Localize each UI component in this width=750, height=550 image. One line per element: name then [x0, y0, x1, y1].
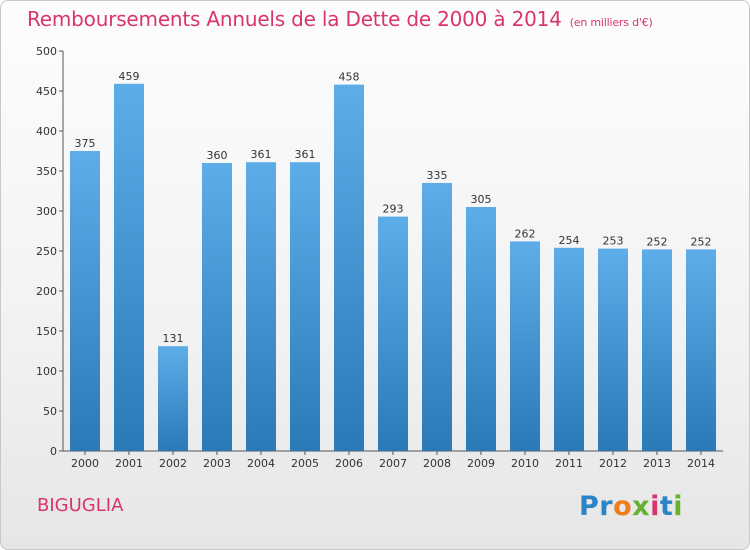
bar-value-label: 361 — [251, 148, 272, 161]
bar — [246, 162, 276, 451]
x-tick-label: 2006 — [335, 457, 363, 470]
bar-value-label: 459 — [119, 70, 140, 83]
bar-value-label: 375 — [75, 137, 96, 150]
y-tick-label: 400 — [36, 125, 57, 138]
x-tick-label: 2003 — [203, 457, 231, 470]
y-tick-label: 450 — [36, 85, 57, 98]
y-tick-label: 150 — [36, 325, 57, 338]
x-tick-label: 2010 — [511, 457, 539, 470]
bar — [334, 84, 364, 451]
bar — [686, 249, 716, 451]
bar-value-label: 254 — [559, 234, 580, 247]
y-tick-label: 500 — [36, 45, 57, 58]
bar-value-label: 360 — [207, 149, 228, 162]
bar — [554, 247, 584, 451]
x-tick-label: 2000 — [71, 457, 99, 470]
x-tick-label: 2013 — [643, 457, 671, 470]
bar — [642, 249, 672, 451]
y-tick-label: 350 — [36, 165, 57, 178]
bar — [290, 162, 320, 451]
x-tick-label: 2004 — [247, 457, 275, 470]
x-tick-label: 2007 — [379, 457, 407, 470]
bar — [598, 248, 628, 451]
bar — [510, 241, 540, 451]
bar — [158, 346, 188, 451]
bar — [202, 163, 232, 451]
x-tick-label: 2002 — [159, 457, 187, 470]
y-tick-label: 200 — [36, 285, 57, 298]
bar-value-label: 335 — [427, 169, 448, 182]
y-tick-label: 50 — [43, 405, 57, 418]
bar-value-label: 252 — [691, 235, 712, 248]
bar-value-label: 293 — [383, 203, 404, 216]
chart-title-text: Remboursements Annuels de la Dette de 20… — [27, 7, 562, 31]
x-tick-label: 2012 — [599, 457, 627, 470]
bar-value-label: 458 — [339, 71, 360, 84]
x-tick-label: 2001 — [115, 457, 143, 470]
bar — [114, 83, 144, 452]
bar — [422, 183, 452, 451]
chart-unit: (en milliers d'€) — [569, 16, 653, 29]
bar-value-label: 253 — [603, 235, 624, 248]
bar-value-label: 262 — [515, 227, 536, 240]
x-tick-label: 2005 — [291, 457, 319, 470]
bar-value-label: 361 — [295, 148, 316, 161]
x-tick-label: 2009 — [467, 457, 495, 470]
bar — [70, 151, 100, 451]
bar-value-label: 131 — [163, 332, 184, 345]
y-tick-label: 300 — [36, 205, 57, 218]
x-tick-label: 2011 — [555, 457, 583, 470]
bar — [378, 216, 408, 451]
chart-title: Remboursements Annuels de la Dette de 20… — [27, 7, 653, 31]
x-tick-label: 2008 — [423, 457, 451, 470]
y-tick-label: 0 — [50, 445, 57, 458]
y-tick-label: 100 — [36, 365, 57, 378]
y-tick-label: 250 — [36, 245, 57, 258]
brand-logo: Proxiti — [579, 491, 684, 522]
bar-value-label: 305 — [471, 193, 492, 206]
x-tick-label: 2014 — [687, 457, 715, 470]
location-name: BIGUGLIA — [37, 495, 124, 516]
bar-value-label: 252 — [647, 235, 668, 248]
bar — [466, 207, 496, 451]
